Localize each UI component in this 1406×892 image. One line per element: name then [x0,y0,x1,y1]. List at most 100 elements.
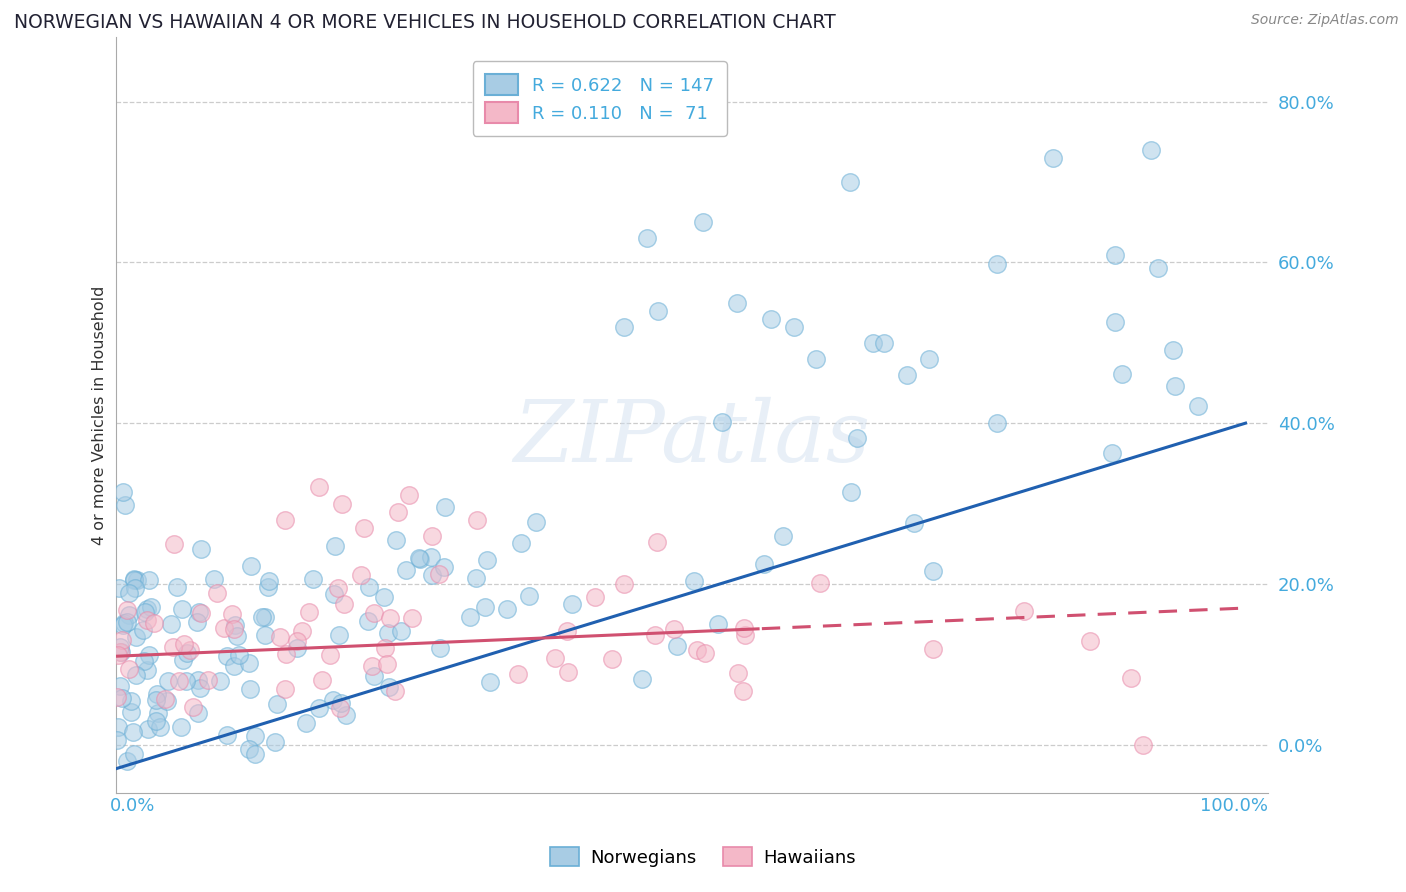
Point [1161,343,1184,358]
Point [1080,634,1102,648]
Point [613,319,636,334]
Point [329,696,352,710]
Point [167,673,190,688]
Point [782,319,804,334]
Point [159,616,181,631]
Point [600,651,623,665]
Point [156,693,179,707]
Point [297,605,319,619]
Point [318,648,340,662]
Point [173,637,195,651]
Point [377,681,399,695]
Point [323,587,346,601]
Point [187,673,209,687]
Point [361,659,384,673]
Point [1104,315,1126,329]
Point [120,705,142,719]
Point [711,416,734,430]
Point [330,496,353,510]
Point [105,690,128,705]
Point [1132,738,1154,752]
Point [543,651,565,665]
Point [114,498,136,512]
Point [215,648,238,663]
Point [686,643,709,657]
Point [146,706,169,720]
Point [1164,379,1187,393]
Point [1119,671,1142,685]
Point [645,535,668,549]
Point [135,602,157,616]
Point [374,640,396,655]
Point [772,528,794,542]
Point [1147,261,1170,276]
Point [221,607,243,621]
Point [733,621,755,635]
Point [644,628,666,642]
Point [243,729,266,743]
Point [433,500,456,514]
Point [145,692,167,706]
Point [118,586,141,600]
Point [228,648,250,662]
Point [111,618,134,632]
Point [636,231,658,245]
Point [1104,247,1126,261]
Point [385,533,408,547]
Point [839,485,862,500]
Point [238,741,260,756]
Text: NORWEGIAN VS HAWAIIAN 4 OR MORE VEHICLES IN HOUSEHOLD CORRELATION CHART: NORWEGIAN VS HAWAIIAN 4 OR MORE VEHICLES… [14,13,835,32]
Point [117,754,139,768]
Point [427,567,450,582]
Point [329,701,352,715]
Point [117,662,139,676]
Point [121,725,143,739]
Text: Source: ZipAtlas.com: Source: ZipAtlas.com [1251,13,1399,28]
Point [115,615,138,629]
Point [363,606,385,620]
Point [188,681,211,696]
Legend: R = 0.622   N = 147, R = 0.110   N =  71: R = 0.622 N = 147, R = 0.110 N = 71 [472,62,727,136]
Point [163,537,186,551]
Point [693,646,716,660]
Point [1012,604,1035,618]
Legend: Norwegians, Hawaiians: Norwegians, Hawaiians [543,840,863,874]
Point [420,549,443,564]
Point [120,694,142,708]
Point [239,681,262,696]
Point [127,573,149,587]
Point [384,684,406,698]
Point [408,550,430,565]
Point [357,614,380,628]
Point [1111,367,1133,381]
Point [519,589,541,603]
Point [224,618,246,632]
Point [707,617,730,632]
Point [375,657,398,671]
Point [111,485,134,500]
Point [122,747,145,761]
Point [250,610,273,624]
Point [238,657,260,671]
Point [903,516,925,530]
Point [328,628,350,642]
Point [422,568,444,582]
Point [510,536,533,550]
Point [257,574,280,589]
Point [808,575,831,590]
Point [222,659,245,673]
Point [349,567,371,582]
Point [389,624,412,638]
Point [896,368,918,382]
Point [112,615,135,630]
Point [146,687,169,701]
Point [125,668,148,682]
Point [274,513,297,527]
Point [752,558,775,572]
Point [176,646,198,660]
Point [276,647,298,661]
Point [401,611,423,625]
Point [253,610,276,624]
Point [733,684,755,698]
Point [1140,143,1163,157]
